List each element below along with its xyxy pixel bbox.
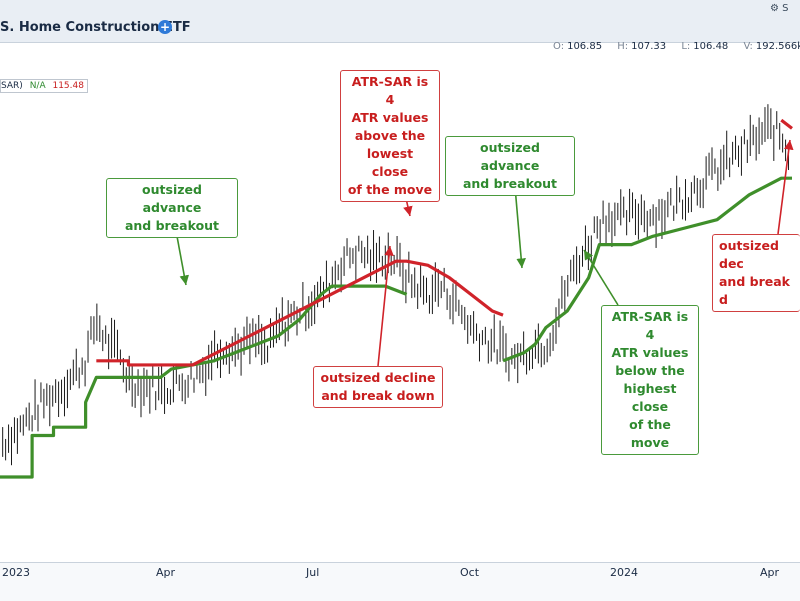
- high-key: H:: [617, 41, 629, 52]
- atr-sar-resistance-line-2: [780, 118, 793, 130]
- ohlc-readout: O: 106.85 H: 107.33 L: 106.48 V: 192.566k: [553, 41, 800, 52]
- legend-name: SAR): [1, 81, 23, 91]
- annotation-decline-2: outsized dec and break d: [712, 234, 800, 312]
- open-key: O:: [553, 41, 565, 52]
- arrow-sar-below: [583, 249, 619, 306]
- x-tick-apr: Apr: [156, 566, 176, 579]
- arrow-decline-2: [777, 139, 794, 235]
- x-tick-2024: 2024: [610, 566, 638, 579]
- volume-value: 192.566k: [755, 41, 800, 52]
- chart-header: S. Home Construction ETF + ⚙ S O: 106.85 …: [0, 0, 800, 52]
- x-axis: [0, 562, 800, 601]
- volume-key: V:: [743, 41, 753, 52]
- arrow-decline-1: [377, 245, 394, 367]
- brand-logo-text: S: [782, 3, 789, 14]
- settings-icon[interactable]: ⚙: [770, 3, 779, 14]
- annotation-advance-2: outsized advance and breakout: [445, 136, 575, 196]
- chart-title: S. Home Construction ETF: [0, 20, 191, 35]
- atr-sar-resistance-line-1: [96, 259, 504, 367]
- legend-red-value: 115.48: [52, 81, 84, 91]
- add-indicator-icon[interactable]: +: [158, 20, 172, 34]
- annotation-advance-1: outsized advance and breakout: [106, 178, 238, 238]
- x-tick-jul: Jul: [306, 566, 320, 579]
- open-value: 106.85: [567, 41, 603, 52]
- x-tick-2023: 2023: [2, 566, 30, 579]
- atr-sar-support-line-1: [0, 284, 408, 479]
- low-key: L:: [681, 41, 691, 52]
- x-tick-apr-2024: Apr: [760, 566, 780, 579]
- x-tick-oct: Oct: [460, 566, 480, 579]
- low-value: 106.48: [693, 41, 729, 52]
- annotation-sar-above: ATR-SAR is 4 ATR values above the lowest…: [340, 70, 440, 202]
- annotation-sar-below: ATR-SAR is 4 ATR values below the highes…: [601, 305, 699, 455]
- legend-green-value: N/A: [29, 81, 46, 91]
- indicator-legend: SAR) N/A 115.48: [0, 79, 88, 93]
- logo: ⚙ S: [770, 3, 789, 14]
- high-value: 107.33: [631, 41, 667, 52]
- atr-sar-support-line-2: [502, 176, 792, 363]
- annotation-decline-1: outsized decline and break down: [313, 366, 443, 408]
- atr-sar-lines: [0, 118, 793, 479]
